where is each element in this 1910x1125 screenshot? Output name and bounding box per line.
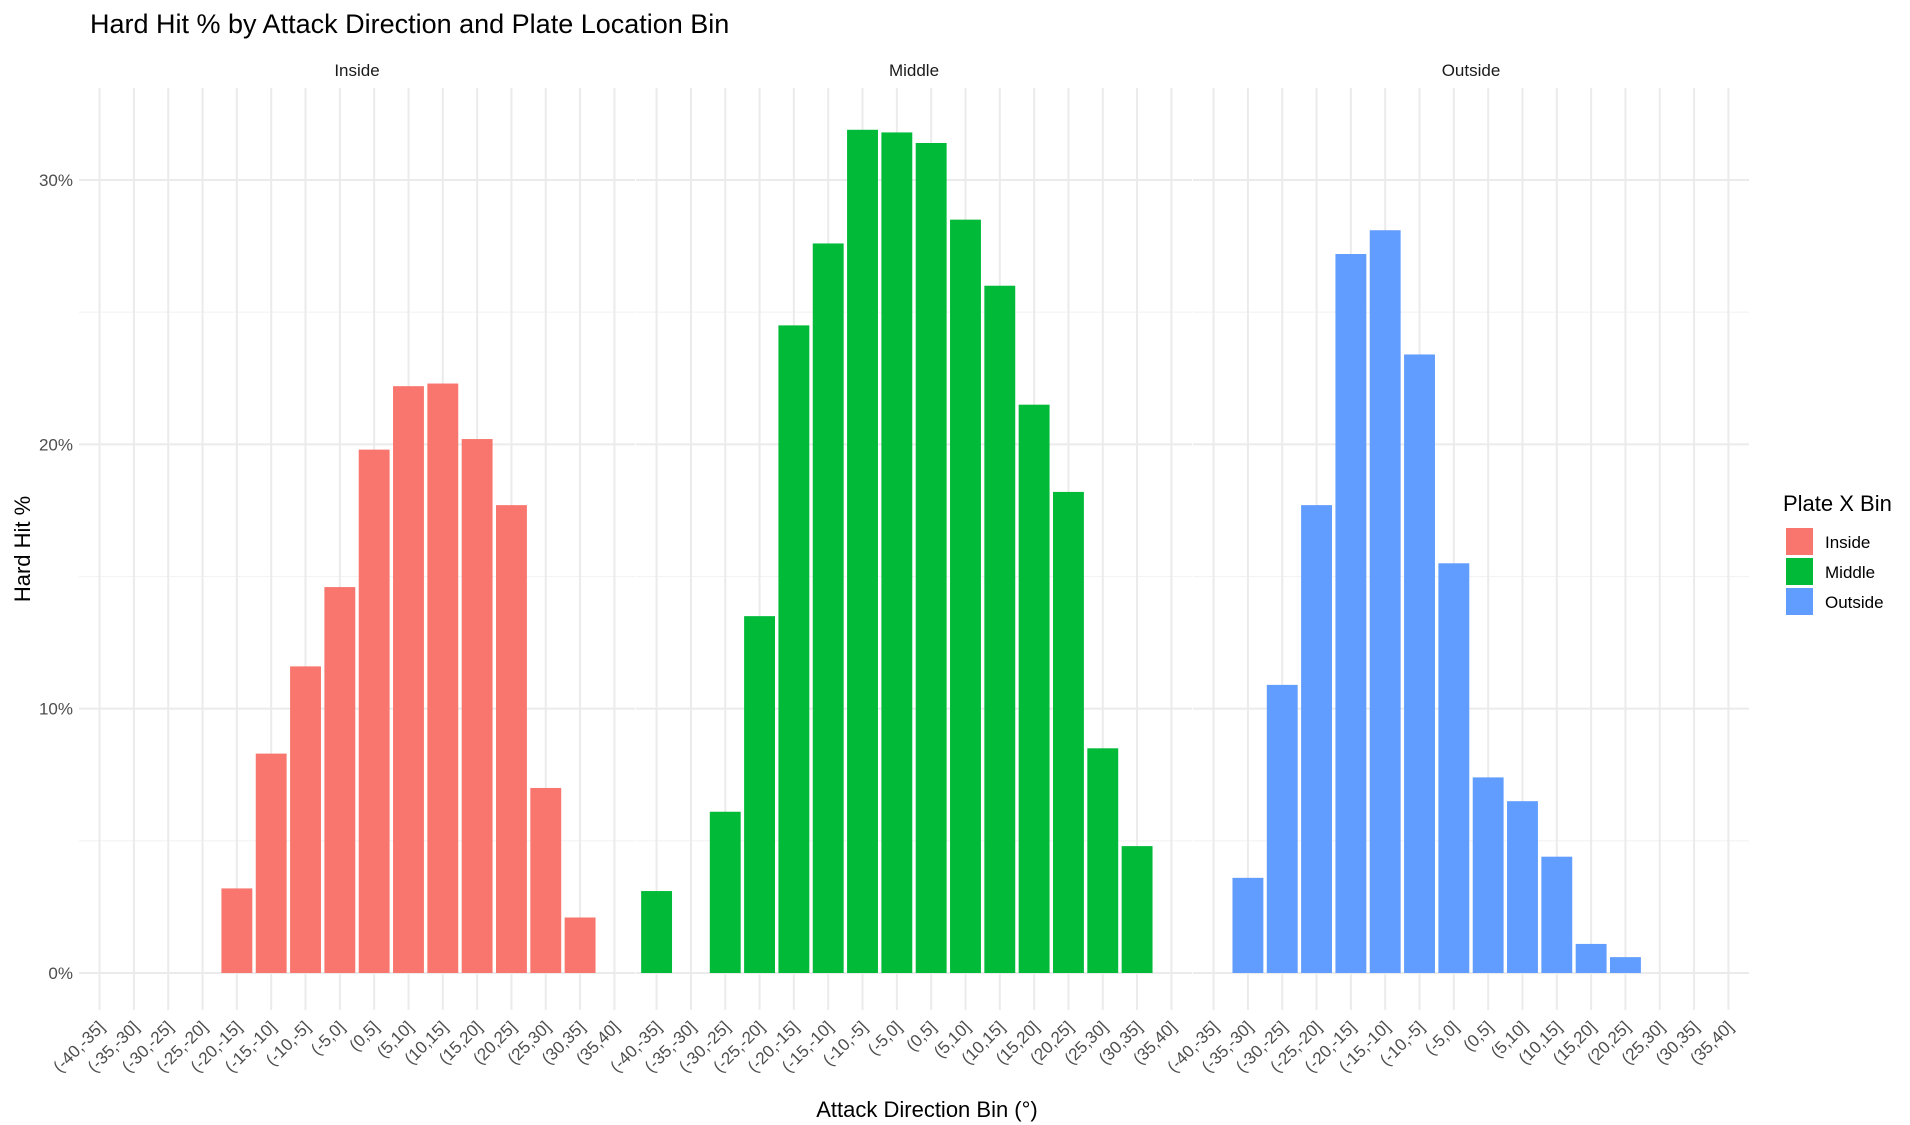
bar [1472,777,1504,973]
bar [1301,505,1332,973]
bar [950,219,981,973]
y-tick-label: 10% [39,700,73,719]
bar [461,439,493,974]
bar [358,449,390,973]
y-tick-label: 0% [48,964,73,983]
legend-key-inside [1786,528,1813,555]
bar [812,243,844,973]
facet-panel-middle: Middle(-40,-35](-35,-30](-30,-25](-25,-2… [607,61,1192,1076]
facet-strip-label: Middle [889,61,939,80]
legend-title: Plate X Bin [1783,491,1892,516]
bar [530,787,562,973]
bar [847,129,878,973]
facet-panels: Inside(-40,-35](-35,-30](-30,-25](-25,-2… [50,61,1749,1076]
bar [915,142,947,973]
bar [881,132,913,974]
bar [1087,748,1119,973]
legend-key-outside [1786,588,1813,615]
bar [1232,877,1264,973]
x-tick-label: (-5,0] [1421,1017,1462,1058]
bar [1018,404,1050,973]
bar [744,616,775,973]
bar [1335,254,1367,974]
legend: Plate X Bin Inside Middle Outside [1783,491,1892,615]
bar [1541,856,1573,973]
bar [255,753,287,973]
bar [290,666,321,973]
facet-strip-label: Inside [334,61,379,80]
bar [1121,846,1153,973]
chart-title: Hard Hit % by Attack Direction and Plate… [90,9,729,39]
bar [496,505,527,973]
bar [564,917,596,973]
legend-label: Inside [1825,533,1870,552]
bar [221,888,253,973]
bar [778,325,810,974]
bar [1610,957,1641,973]
bar [1369,230,1401,973]
facet-panel-outside: Outside(-40,-35](-35,-30](-30,-25](-25,-… [1164,61,1749,1076]
bar [1507,801,1538,973]
bar [427,383,459,974]
bar [1053,491,1084,973]
x-tick-label: (-5,0] [864,1017,905,1058]
bar [1404,354,1435,974]
x-tick-label: (-5,0] [307,1017,348,1058]
legend-label: Outside [1825,593,1884,612]
x-axis-label: Attack Direction Bin (°) [816,1097,1038,1122]
bar [1575,943,1607,973]
y-tick-label: 30% [39,171,73,190]
bar [641,891,673,973]
bar [1438,563,1470,973]
bar [984,285,1016,973]
legend-key-middle [1786,558,1813,585]
bar [1266,684,1298,973]
legend-label: Middle [1825,563,1875,582]
bar [709,811,741,973]
facet-strip-label: Outside [1442,61,1501,80]
y-axis: 0% 10% 20% 30% [39,171,73,983]
y-tick-label: 20% [39,435,73,454]
bar [393,386,424,973]
facet-panel-inside: Inside(-40,-35](-35,-30](-30,-25](-25,-2… [50,61,635,1076]
y-axis-label: Hard Hit % [10,496,35,602]
bar [324,587,356,973]
